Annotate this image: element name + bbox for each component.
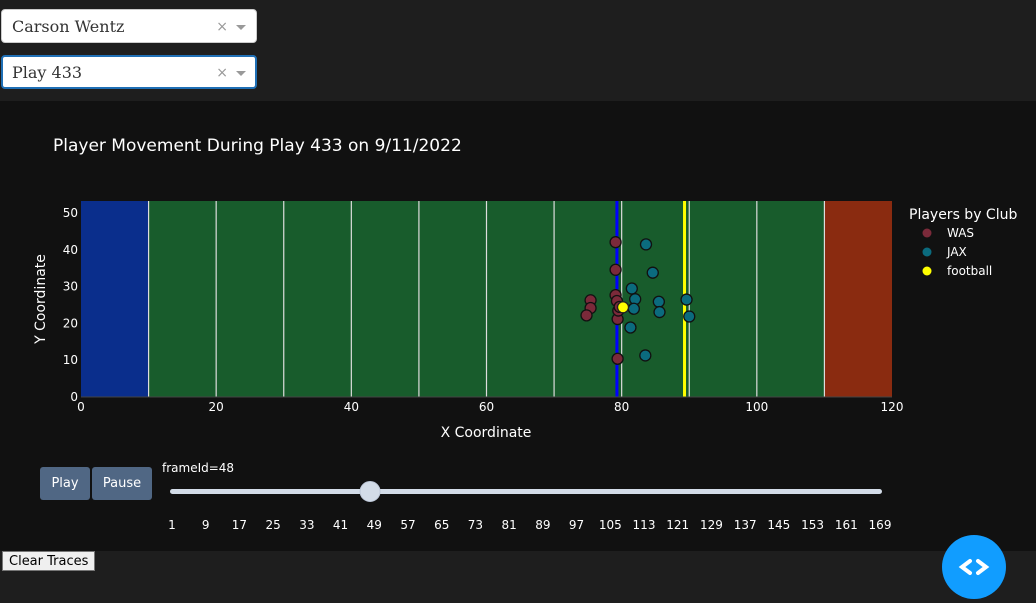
slider-tick-label: 65 [434, 518, 449, 532]
frame-slider[interactable] [170, 481, 882, 502]
x-tick-label: 40 [344, 400, 359, 414]
slider-tick-label: 169 [869, 518, 892, 532]
slider-tick-label: 17 [232, 518, 247, 532]
y-tick-label: 10 [63, 353, 78, 367]
player-marker-jax [646, 266, 659, 279]
player-marker-was [609, 236, 622, 249]
slider-tick-label: 57 [400, 518, 415, 532]
y-axis-ticks: 0 10 20 30 40 50 [63, 206, 78, 404]
x-tick-label: 20 [209, 400, 224, 414]
slider-tick-label: 9 [202, 518, 210, 532]
slider-tick-label: 81 [502, 518, 517, 532]
play-clear-icon[interactable]: × [216, 65, 228, 81]
player-marker-jax [625, 282, 638, 295]
y-tick-label: 30 [63, 280, 78, 294]
player-marker-jax [652, 295, 665, 308]
x-tick-label: 80 [614, 400, 629, 414]
slider-tick-label: 41 [333, 518, 348, 532]
player-chevron-down-icon[interactable] [236, 25, 246, 30]
left-endzone [81, 201, 149, 397]
player-marker-jax [683, 310, 696, 323]
y-tick-label: 0 [70, 390, 78, 404]
football-marker [616, 301, 630, 314]
player-marker-was [611, 352, 624, 365]
slider-tick-label: 161 [835, 518, 858, 532]
clear-traces-button[interactable]: Clear Traces [2, 551, 96, 571]
player-marker-jax [653, 305, 666, 319]
slider-tick-labels: 1 9 17 25 33 41 49 57 65 73 81 89 97 105 113 121 129 137 1… [168, 518, 891, 532]
slider-tick-label: 1 [168, 518, 176, 532]
chart: Player Movement During Play 433 on 9/11/… [33, 136, 1017, 532]
x-axis-label: X Coordinate [441, 425, 532, 441]
player-marker-jax [639, 238, 653, 251]
slider-tick-label: 145 [767, 518, 790, 532]
player-dropdown[interactable]: Carson Wentz × [1, 9, 257, 43]
legend-label-football: football [947, 264, 992, 278]
play-chevron-down-icon[interactable] [236, 71, 246, 76]
slider-tick-label: 153 [801, 518, 824, 532]
markers [580, 236, 696, 365]
x-tick-label: 60 [479, 400, 494, 414]
x-tick-label: 0 [77, 400, 85, 414]
player-dropdown-value: Carson Wentz [12, 17, 125, 36]
player-marker-jax [680, 293, 693, 306]
code-brackets-icon [958, 559, 990, 575]
play-dropdown[interactable]: Play 433 × [1, 55, 257, 89]
legend-label-was: WAS [947, 226, 974, 240]
slider-tick-label: 105 [599, 518, 622, 532]
slider-tick-label: 121 [666, 518, 689, 532]
slider-rail[interactable] [170, 489, 882, 494]
slider-tick-label: 113 [633, 518, 656, 532]
slider-tick-label: 73 [468, 518, 483, 532]
devtools-button[interactable] [942, 535, 1006, 599]
slider-tick-label: 137 [734, 518, 757, 532]
right-endzone [824, 201, 892, 397]
player-marker-was [609, 263, 622, 276]
legend-marker-was [922, 228, 932, 238]
graph-panel: Player Movement During Play 433 on 9/11/… [0, 101, 1036, 551]
player-marker-jax [639, 349, 652, 362]
field-background [81, 201, 892, 398]
y-tick-label: 40 [63, 243, 78, 257]
x-tick-label: 120 [881, 400, 904, 414]
player-marker-jax [627, 302, 640, 315]
y-tick-label: 50 [63, 206, 78, 220]
y-tick-label: 20 [63, 316, 78, 330]
play-dropdown-value: Play 433 [12, 63, 83, 82]
legend-title: Players by Club [909, 207, 1017, 223]
slider-tick-label: 97 [569, 518, 584, 532]
x-tick-label: 100 [745, 400, 768, 414]
play-button[interactable]: Play [40, 467, 90, 500]
player-clear-icon[interactable]: × [216, 19, 228, 35]
frame-label: frameId=48 [162, 461, 234, 475]
player-marker-was [580, 309, 593, 322]
pause-button[interactable]: Pause [92, 467, 152, 500]
y-axis-label: Y Coordinate [33, 254, 49, 345]
slider-tick-label: 49 [367, 518, 382, 532]
slider-handle[interactable] [359, 481, 381, 502]
slider-tick-label: 129 [700, 518, 723, 532]
legend-marker-jax [922, 247, 932, 257]
legend-label-jax: JAX [946, 245, 967, 259]
slider-tick-label: 33 [299, 518, 314, 532]
slider-tick-label: 25 [266, 518, 281, 532]
legend: Players by Club WAS JAX football [909, 207, 1017, 278]
legend-marker-football [922, 266, 932, 276]
chart-title: Player Movement During Play 433 on 9/11/… [53, 136, 462, 156]
player-marker-jax [624, 321, 637, 334]
slider-tick-label: 89 [535, 518, 550, 532]
x-axis-ticks: 0 20 40 60 80 100 120 [77, 400, 903, 414]
